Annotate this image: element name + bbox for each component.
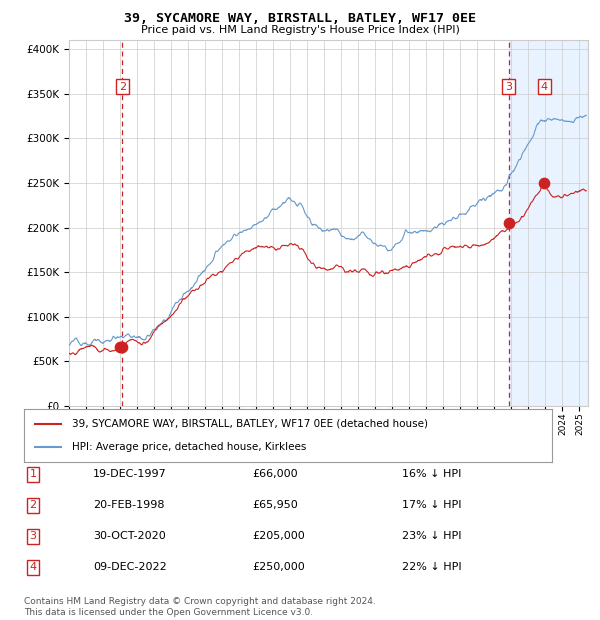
Text: 3: 3	[505, 82, 512, 92]
Text: 16% ↓ HPI: 16% ↓ HPI	[402, 469, 461, 479]
Text: 2: 2	[29, 500, 37, 510]
Point	[504, 218, 514, 228]
Text: 19-DEC-1997: 19-DEC-1997	[93, 469, 167, 479]
Text: 3: 3	[29, 531, 37, 541]
Text: 4: 4	[541, 82, 548, 92]
Text: 30-OCT-2020: 30-OCT-2020	[93, 531, 166, 541]
Point	[539, 178, 549, 188]
Text: 20-FEB-1998: 20-FEB-1998	[93, 500, 164, 510]
Text: £250,000: £250,000	[252, 562, 305, 572]
Text: 23% ↓ HPI: 23% ↓ HPI	[402, 531, 461, 541]
Text: 1: 1	[29, 469, 37, 479]
Text: 09-DEC-2022: 09-DEC-2022	[93, 562, 167, 572]
Point	[115, 342, 124, 352]
Text: 17% ↓ HPI: 17% ↓ HPI	[402, 500, 461, 510]
Bar	[509, 40, 588, 406]
Text: £65,950: £65,950	[252, 500, 298, 510]
Text: 39, SYCAMORE WAY, BIRSTALL, BATLEY, WF17 0EE (detached house): 39, SYCAMORE WAY, BIRSTALL, BATLEY, WF17…	[71, 419, 428, 429]
Text: Price paid vs. HM Land Registry's House Price Index (HPI): Price paid vs. HM Land Registry's House …	[140, 25, 460, 35]
Text: 4: 4	[29, 562, 37, 572]
Text: HPI: Average price, detached house, Kirklees: HPI: Average price, detached house, Kirk…	[71, 442, 306, 452]
Text: 2: 2	[119, 82, 126, 92]
Text: 22% ↓ HPI: 22% ↓ HPI	[402, 562, 461, 572]
Text: £205,000: £205,000	[252, 531, 305, 541]
Text: Contains HM Land Registry data © Crown copyright and database right 2024.
This d: Contains HM Land Registry data © Crown c…	[24, 598, 376, 617]
Point	[118, 342, 127, 352]
Text: 39, SYCAMORE WAY, BIRSTALL, BATLEY, WF17 0EE: 39, SYCAMORE WAY, BIRSTALL, BATLEY, WF17…	[124, 12, 476, 25]
Text: £66,000: £66,000	[252, 469, 298, 479]
